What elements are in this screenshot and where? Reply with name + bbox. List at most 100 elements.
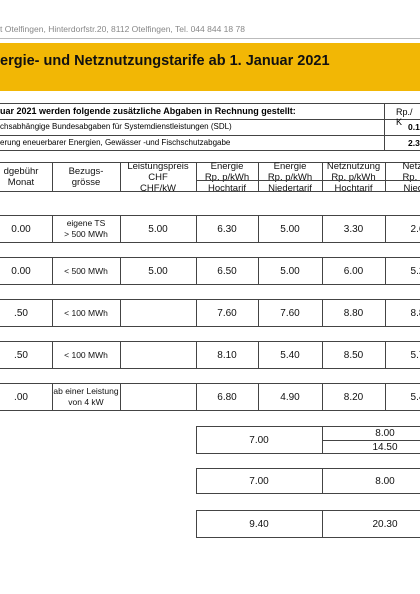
cell-text: > 500 MWh	[64, 229, 108, 239]
cell-text: Bezugs-	[68, 166, 104, 177]
rule	[0, 38, 420, 39]
rule	[384, 103, 385, 151]
extra-right: 20.30	[372, 518, 398, 530]
rule	[196, 341, 197, 369]
cell-text: 5.00	[280, 223, 300, 235]
header-cell: dgebühr Monat	[0, 162, 52, 192]
rule	[52, 215, 53, 243]
rule	[322, 440, 420, 441]
table-cell: 7.60	[258, 299, 322, 327]
cell-text: 6.30	[217, 223, 237, 235]
table-cell: 7.60	[196, 299, 258, 327]
cell-text: 7.60	[217, 307, 237, 319]
title: ergie- und Netznutzungstarife ab 1. Janu…	[0, 53, 330, 69]
cell-text: 0.00	[11, 223, 31, 235]
surcharge-label: chsabhängige Bundesabgaben für Systemdie…	[0, 122, 232, 131]
header-cell: Energie Rp. p/kWh Hochtarif	[196, 161, 258, 194]
cell-text: Monat	[7, 177, 35, 188]
cell-text: Rp. p/kWh	[331, 171, 376, 183]
cell-text: 4.90	[280, 391, 300, 403]
rule	[196, 162, 197, 192]
table-cell: 6.80	[196, 383, 258, 411]
table-cell: 6.30	[196, 215, 258, 243]
table-cell: 6.00	[322, 257, 385, 285]
data-row	[0, 341, 420, 369]
cell-text: 8.50	[343, 349, 364, 361]
cell-text: Rp. p/kWh	[267, 171, 313, 183]
table-cell: < 100 MWh	[52, 341, 120, 369]
table-cell: 8.20	[322, 383, 385, 411]
table-cell: 6.50	[196, 257, 258, 285]
table-cell: 5.4	[385, 383, 420, 411]
cell-text: 8.20	[343, 391, 364, 403]
cell-text: < 500 MWh	[64, 265, 108, 276]
rule	[385, 162, 386, 192]
rule	[52, 162, 53, 192]
cell-text: Rp. p/k	[402, 171, 420, 183]
rule	[52, 341, 53, 369]
rule	[120, 341, 121, 369]
cell-text: Rp. p/kWh	[204, 171, 250, 183]
cell-text: ab einer Leistung	[53, 386, 119, 396]
cell-text: .00	[14, 391, 28, 403]
extra-right: 8.00	[375, 475, 395, 487]
cell-text: 8.10	[217, 349, 237, 361]
rule	[258, 162, 259, 192]
table-cell: 8.50	[322, 341, 385, 369]
header-cell: Bezugs-grösse	[52, 162, 120, 192]
cell-text: Netznutzung	[326, 160, 381, 172]
cell-text: 0.00	[11, 265, 31, 277]
cell-text: grösse	[71, 177, 101, 188]
rule	[322, 162, 323, 192]
rule	[322, 257, 323, 285]
cell-text: 8.80	[343, 307, 364, 319]
cell-text: Netznu	[402, 160, 420, 172]
table-cell: 5.00	[120, 257, 196, 285]
header-row	[0, 162, 420, 192]
cell-text: 6.50	[217, 265, 237, 277]
extra-left: 7.00	[249, 475, 269, 487]
data-row	[0, 257, 420, 285]
cell-text: Hochtarif	[207, 182, 246, 194]
header-cell: Leistungspreis CHF CHF/kW	[120, 161, 196, 194]
cell-text: .50	[14, 349, 28, 361]
rule	[120, 299, 121, 327]
table-cell: 5.7	[385, 341, 420, 369]
cell-text: CHF	[148, 171, 168, 183]
rule	[385, 341, 386, 369]
rule	[322, 383, 323, 411]
surcharge-value: 2.3	[408, 138, 420, 148]
table-cell: 8.80	[322, 299, 385, 327]
extra-right: 8.00	[375, 427, 395, 439]
surcharge-box	[0, 103, 420, 151]
rule	[322, 299, 323, 327]
table-cell: 3.30	[322, 215, 385, 243]
header-cell: Energie Rp. p/kWh Niedertarif	[258, 161, 322, 194]
table-cell: < 500 MWh	[52, 257, 120, 285]
data-row	[0, 383, 420, 411]
cell-text: Hochtarif	[334, 182, 373, 194]
rule	[120, 215, 121, 243]
cell-text: 3.30	[343, 223, 364, 235]
cell-text: .50	[14, 307, 28, 319]
extra-row	[196, 426, 420, 454]
rule	[258, 383, 259, 411]
rule	[385, 215, 386, 243]
cell-text: 5.7	[410, 349, 420, 361]
rule	[120, 162, 121, 192]
rule	[322, 215, 323, 243]
rule	[120, 257, 121, 285]
table-cell: .50	[0, 299, 52, 327]
surcharge-intro: uar 2021 werden folgende zusätzliche Abg…	[0, 106, 296, 116]
cell-text: 5.2	[410, 265, 420, 277]
rule	[385, 299, 386, 327]
rule	[52, 383, 53, 411]
cell-text: 6.00	[343, 265, 364, 277]
rule	[0, 119, 420, 120]
cell-text: < 100 MWh	[64, 349, 108, 360]
table-cell: 5.00	[258, 215, 322, 243]
cell-text: 6.80	[217, 391, 237, 403]
cell-text: 5.4	[410, 391, 420, 403]
table-cell: 5.2	[385, 257, 420, 285]
